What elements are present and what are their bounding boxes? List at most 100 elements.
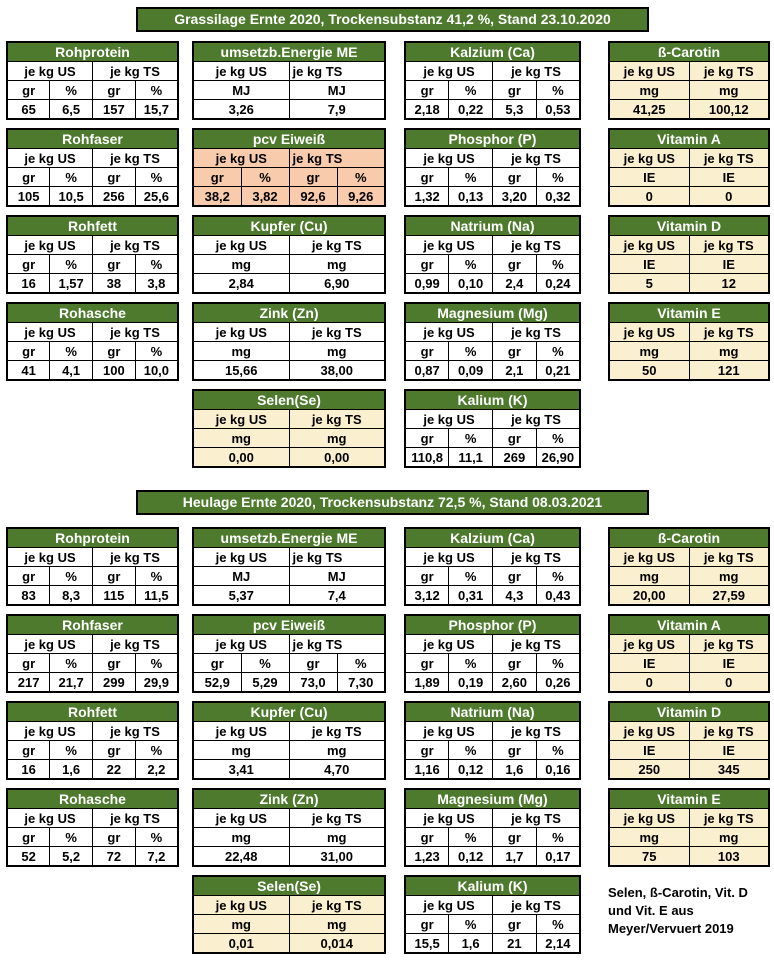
subheader-us: je kg US xyxy=(6,148,93,168)
nutrient-table: Magnesium (Mg) je kg US je kg TS gr% gr% 0,87… xyxy=(404,302,581,381)
value-cell: 1,23 xyxy=(404,846,450,867)
subheader-ts: je kg TS xyxy=(492,895,581,915)
value-cell: 1,89 xyxy=(404,672,450,693)
subheader-us: je kg US xyxy=(6,634,93,654)
subheader-us: je kg US xyxy=(6,235,93,255)
unit-cell: % xyxy=(448,566,493,586)
table-header-label: Rohfett xyxy=(6,701,179,722)
table-header-label: Vitamin D xyxy=(608,701,770,722)
unit-cell: gr xyxy=(404,167,450,187)
unit-cell: IE xyxy=(688,653,770,673)
unit-cell: mg xyxy=(688,566,770,586)
value-cell: 8,3 xyxy=(49,585,93,606)
unit-cell: gr xyxy=(492,341,537,361)
unit-cell: MJ xyxy=(192,80,290,100)
value-cell: 0,17 xyxy=(535,846,581,867)
nutrient-table: Rohprotein je kg US je kg TS gr% gr% 65 6,5 157… xyxy=(6,41,179,120)
subheader-ts: je kg TS xyxy=(492,808,581,828)
unit-cell: % xyxy=(134,740,179,760)
nutrient-table: Rohfaser je kg US je kg TS gr% gr% 217 21,7 299… xyxy=(6,614,179,693)
unit-cell: gr xyxy=(404,254,450,274)
table-header-label: Rohprotein xyxy=(6,41,179,62)
value-cell: 5,29 xyxy=(240,672,290,693)
unit-cell: gr xyxy=(492,254,537,274)
subheader-ts: je kg TS xyxy=(92,547,179,567)
value-cell: 38 xyxy=(92,273,136,294)
value-cell: 1,16 xyxy=(404,759,450,780)
source-note-line: Selen, ß-Carotin, Vit. D xyxy=(608,885,748,900)
value-cell: 3,12 xyxy=(404,585,450,606)
subheader-ts: je kg TS xyxy=(492,322,581,342)
unit-cell: gr xyxy=(492,167,537,187)
unit-cell: gr xyxy=(192,653,242,673)
subheader-us: je kg US xyxy=(192,634,290,654)
subheader-us: je kg US xyxy=(608,808,690,828)
source-note-line: und Vit. E aus xyxy=(608,903,694,918)
unit-cell: % xyxy=(240,653,290,673)
unit-cell: gr xyxy=(6,827,51,847)
unit-cell: IE xyxy=(608,740,690,760)
table-header-label: Rohfaser xyxy=(6,128,179,149)
unit-cell: gr xyxy=(92,740,136,760)
value-cell: 1,7 xyxy=(492,846,537,867)
value-cell: 4,70 xyxy=(288,759,386,780)
unit-cell: IE xyxy=(608,254,690,274)
subheader-us: je kg US xyxy=(192,235,290,255)
value-cell: 0,24 xyxy=(535,273,581,294)
subheader-us: je kg US xyxy=(6,808,93,828)
value-cell: 15,7 xyxy=(134,99,179,120)
table-header-label: Kupfer (Cu) xyxy=(192,215,386,236)
value-cell: 22,48 xyxy=(192,846,290,867)
table-header-label: Selen(Se) xyxy=(192,389,386,410)
table-header-label: Kalium (K) xyxy=(404,389,581,410)
unit-cell: % xyxy=(448,341,493,361)
unit-cell: mg xyxy=(608,566,690,586)
table-header-label: Natrium (Na) xyxy=(404,215,581,236)
table-header-label: Vitamin E xyxy=(608,302,770,323)
value-cell: 0 xyxy=(608,672,690,693)
subheader-ts: je kg TS xyxy=(288,547,386,567)
value-cell: 25,6 xyxy=(134,186,179,207)
unit-cell: mg xyxy=(192,341,290,361)
unit-cell: mg xyxy=(192,914,290,934)
value-cell: 10,0 xyxy=(134,360,179,381)
subheader-ts: je kg TS xyxy=(92,808,179,828)
unit-cell: % xyxy=(134,80,179,100)
unit-cell: % xyxy=(535,341,581,361)
unit-cell: gr xyxy=(6,740,51,760)
value-cell: 2,18 xyxy=(404,99,450,120)
nutrient-table: Zink (Zn) je kg US je kg TS mg mg 22,48 31,00 xyxy=(192,788,386,867)
subheader-us: je kg US xyxy=(192,61,290,81)
table-header-label: Zink (Zn) xyxy=(192,788,386,809)
table-header-label: Phosphor (P) xyxy=(404,614,581,635)
value-cell: 0,12 xyxy=(448,759,493,780)
unit-cell: % xyxy=(448,914,493,934)
unit-cell: gr xyxy=(404,341,450,361)
value-cell: 26,90 xyxy=(535,447,581,468)
subheader-ts: je kg TS xyxy=(688,634,770,654)
unit-cell: mg xyxy=(608,80,690,100)
unit-cell: % xyxy=(535,740,581,760)
subheader-ts: je kg TS xyxy=(92,322,179,342)
unit-cell: mg xyxy=(192,740,290,760)
nutrient-table: Kalium (K) je kg US je kg TS gr% gr% 110,8 11,… xyxy=(404,389,581,468)
table-header-label: pcv Eiweiß xyxy=(192,614,386,635)
table-header-label: Magnesium (Mg) xyxy=(404,788,581,809)
value-cell: 0,10 xyxy=(448,273,493,294)
value-cell: 9,26 xyxy=(336,186,386,207)
subheader-ts: je kg TS xyxy=(688,547,770,567)
value-cell: 11,1 xyxy=(448,447,493,468)
unit-cell: gr xyxy=(92,80,136,100)
subheader-us: je kg US xyxy=(404,547,493,567)
subheader-us: je kg US xyxy=(608,634,690,654)
subheader-us: je kg US xyxy=(192,808,290,828)
unit-cell: gr xyxy=(6,254,51,274)
unit-cell: gr xyxy=(92,827,136,847)
unit-cell: gr xyxy=(404,428,450,448)
nutrient-table: Rohfett je kg US je kg TS gr% gr% 16 1,57 38 3,8 xyxy=(6,215,179,294)
value-cell: 92,6 xyxy=(288,186,338,207)
value-cell: 256 xyxy=(92,186,136,207)
value-cell: 12 xyxy=(688,273,770,294)
subheader-ts: je kg TS xyxy=(92,61,179,81)
value-cell: 50 xyxy=(608,360,690,381)
